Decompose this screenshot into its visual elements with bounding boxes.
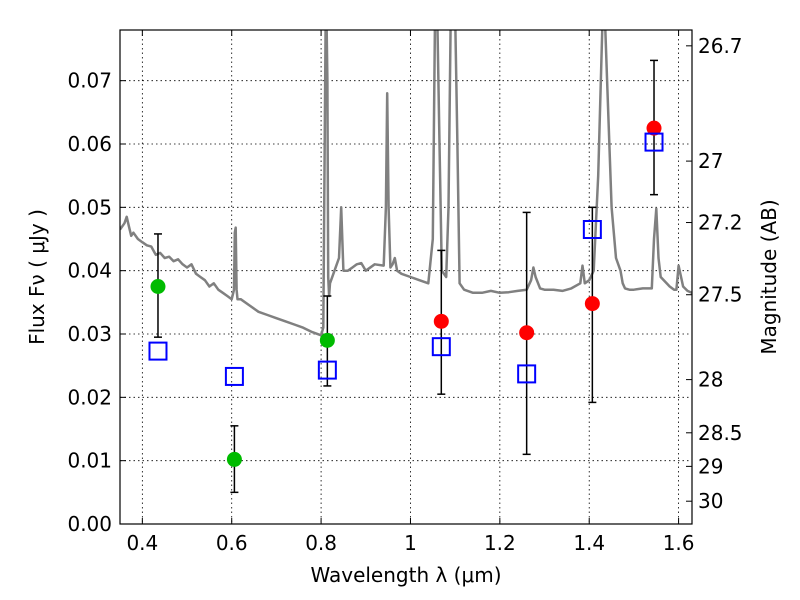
model-point — [317, 360, 337, 380]
y-axis-right: 26.7 27 27.2 27.5 28 28.5 29 30 — [686, 34, 743, 513]
y-tick-label: 0.00 — [67, 512, 112, 536]
model-point — [224, 366, 244, 386]
y-tick-label: 0.06 — [67, 132, 112, 156]
model-point — [644, 132, 664, 152]
y-tick-label: 0.07 — [67, 69, 112, 93]
x-axis-label: Wavelength λ (μm) — [310, 563, 501, 587]
data-point — [226, 451, 242, 467]
y-axis-right-label: Magnitude (AB) — [757, 199, 781, 354]
right-tick-label: 27.5 — [698, 283, 743, 307]
grid — [120, 30, 692, 524]
y-axis-label: Flux Fν ( μJy ) — [25, 209, 49, 345]
markers — [148, 120, 664, 467]
y-tick-label: 0.05 — [67, 195, 112, 219]
data-point — [433, 313, 449, 329]
model-point — [517, 364, 537, 384]
model-point — [582, 220, 602, 239]
x-tick-label: 1 — [404, 531, 417, 555]
right-tick-label: 29 — [698, 454, 723, 478]
right-tick-label: 27.2 — [698, 211, 743, 235]
data-point — [319, 332, 335, 348]
y-tick-label: 0.03 — [67, 322, 112, 346]
model-point — [148, 341, 168, 361]
right-tick-label: 28 — [698, 368, 723, 392]
plot-frame — [119, 29, 693, 525]
x-tick-label: 1.2 — [484, 531, 516, 555]
right-tick-label: 27 — [698, 149, 723, 173]
x-axis: 0.4 0.6 0.8 1 1.2 1.4 1.6 — [126, 30, 695, 555]
x-tick-label: 0.4 — [126, 531, 158, 555]
sed-model-line — [120, 30, 692, 337]
data-point — [150, 279, 166, 294]
data-point — [519, 325, 535, 341]
x-tick-label: 1.4 — [573, 531, 605, 555]
y-tick-label: 0.02 — [67, 385, 112, 409]
model-point — [431, 337, 451, 357]
x-tick-label: 0.6 — [216, 531, 248, 555]
sed-model-layer — [120, 30, 692, 337]
plot-area-background — [120, 30, 692, 524]
right-tick-label: 30 — [698, 489, 723, 513]
x-tick-label: 1.6 — [663, 531, 695, 555]
right-tick-label: 28.5 — [698, 421, 743, 445]
data-point — [584, 296, 600, 312]
data-point — [646, 120, 662, 136]
y-tick-label: 0.04 — [67, 259, 112, 283]
y-axis-left: 0.00 0.01 0.02 0.03 0.04 0.05 0.06 0.07 — [67, 69, 126, 536]
right-tick-label: 26.7 — [698, 34, 743, 58]
x-tick-label: 0.8 — [305, 531, 337, 555]
y-tick-label: 0.01 — [67, 449, 112, 473]
